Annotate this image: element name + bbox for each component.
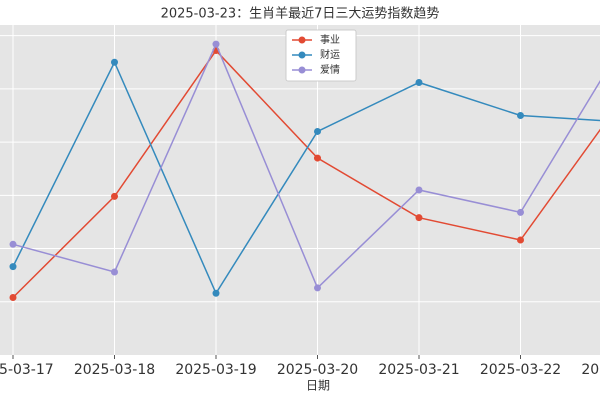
x-tick-label: 2025-03-21 [378,362,459,378]
point [415,214,423,222]
point [111,268,118,276]
legend-marker [298,36,306,44]
point [415,78,423,86]
point [9,240,17,248]
point [517,208,524,216]
x-tick-label: 2025-03-18 [74,362,155,378]
point [212,289,220,297]
x-tick-label: 2025-03-17 [0,362,54,378]
x-axis-label: 日期 [306,379,330,393]
point [111,58,118,66]
point [314,127,321,135]
legend-marker [298,66,306,74]
point [517,111,524,119]
legend-label: 财运 [320,48,340,61]
x-tick-label: 2025-03-22 [480,362,561,378]
legend-label: 爱情 [320,63,340,76]
point [212,40,220,48]
point [415,186,423,194]
point [9,294,17,302]
point [9,263,17,271]
x-tick-label: 2025-03-20 [277,362,358,378]
point [517,236,524,244]
point [111,192,118,200]
legend-marker [298,51,306,59]
point [314,284,321,292]
legend-label: 事业 [320,33,340,46]
point [314,154,321,162]
chart-title: 2025-03-23：生肖羊最近7日三大运势指数趋势 [161,6,440,22]
x-tick-label: 2025-03-23 [581,362,600,378]
x-tick-label: 2025-03-19 [175,362,256,378]
